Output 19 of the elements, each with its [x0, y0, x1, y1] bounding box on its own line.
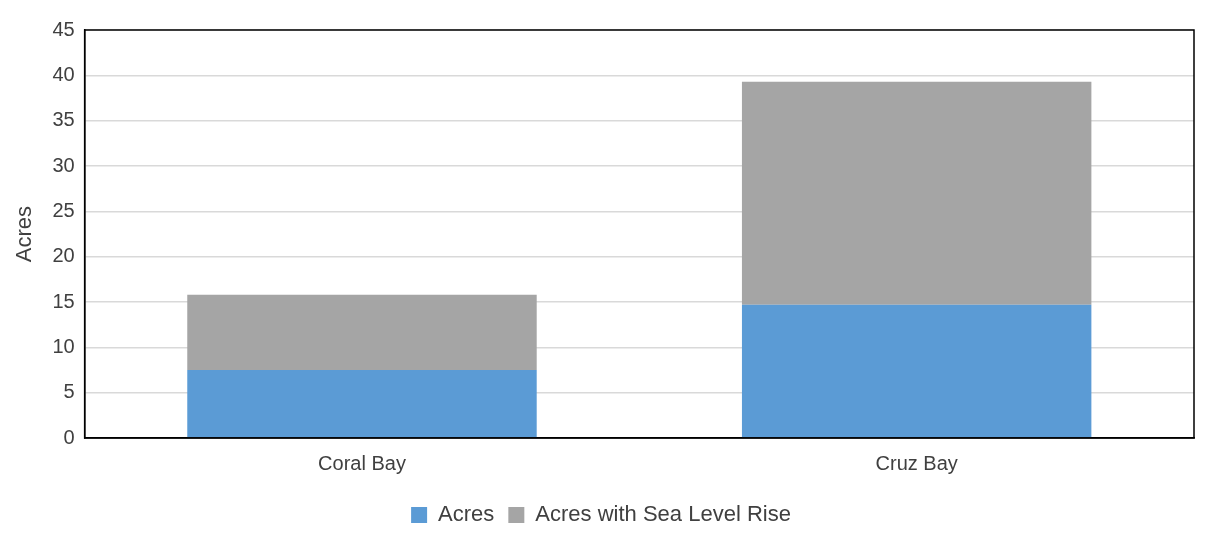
x-tick-label: Cruz Bay — [875, 451, 958, 474]
y-tick-label: 15 — [52, 289, 75, 312]
bar — [187, 294, 537, 370]
y-tick-label: 40 — [52, 62, 75, 85]
y-tick-label: 20 — [52, 244, 75, 267]
y-tick-label: 45 — [52, 17, 75, 40]
y-tick-label: 5 — [63, 380, 75, 403]
legend-label: Acres with Sea Level Rise — [535, 501, 791, 527]
y-axis-title: Acres — [11, 205, 37, 263]
y-tick-label: 30 — [52, 153, 75, 176]
y-tick-label: 25 — [52, 198, 75, 221]
bar — [741, 81, 1092, 305]
bar — [741, 304, 1092, 438]
x-tick-label: Coral Bay — [318, 451, 406, 474]
bar — [187, 370, 537, 438]
y-tick-label: 35 — [52, 108, 75, 131]
y-tick-label: 0 — [63, 425, 75, 448]
y-tick-label: 10 — [52, 334, 75, 357]
legend-label: Acres — [438, 501, 495, 527]
